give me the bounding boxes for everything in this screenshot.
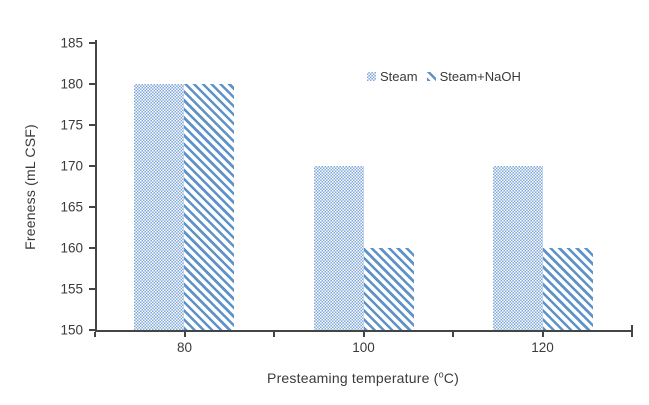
x-axis-title-text: Presteaming temperature ( (267, 370, 439, 386)
x-tick-1 (183, 332, 186, 337)
legend-item-steam: Steam (367, 69, 418, 84)
y-tick-150 (89, 329, 96, 331)
y-tick-label-150: 150 (60, 322, 83, 338)
x-axis-endcap (631, 325, 633, 332)
x-tick-0 (94, 332, 96, 337)
y-tick-label-160: 160 (60, 240, 83, 256)
x-tick-label-80: 80 (176, 340, 193, 355)
y-tick-label-170: 170 (60, 158, 83, 174)
y-tick-170 (89, 165, 96, 167)
y-tick-175 (89, 124, 96, 126)
y-tick-155 (89, 288, 96, 290)
y-tick-label-155: 155 (60, 281, 83, 297)
legend: Steam Steam+NaOH (367, 69, 521, 84)
legend-item-steam-naoh: Steam+NaOH (426, 69, 521, 84)
y-tick-label-165: 165 (60, 199, 83, 215)
y-tick-160 (89, 247, 96, 249)
y-axis-title: Freeness (mL CSF) (22, 124, 38, 250)
bar-steam-100 (313, 166, 364, 330)
bar-steam-naoh-100 (363, 248, 414, 330)
x-axis-title: Presteaming temperature (oC) (267, 370, 459, 386)
x-tick-6 (631, 332, 633, 337)
x-tick-label-120: 120 (531, 340, 554, 355)
bar-steam-80 (134, 84, 185, 330)
y-tick-180 (89, 83, 96, 85)
x-tick-4 (452, 332, 454, 337)
y-tick-185 (89, 42, 96, 44)
y-tick-label-185: 185 (60, 35, 83, 51)
plot-area: Steam Steam+NaOH 150 155 160 165 170 175 180 185… (60, 36, 633, 354)
x-axis-line (95, 330, 632, 332)
y-tick-165 (89, 206, 96, 208)
bar-steam-120 (492, 166, 543, 330)
y-tick-label-175: 175 (60, 117, 83, 133)
legend-swatch-steam-naoh-icon (426, 72, 436, 81)
y-axis-line (95, 40, 97, 332)
bar-steam-naoh-120 (542, 248, 593, 330)
bar-steam-naoh-80 (184, 84, 235, 330)
legend-label-steam: Steam (380, 69, 418, 84)
legend-label-steam-naoh: Steam+NaOH (439, 69, 521, 84)
legend-swatch-steam-icon (367, 72, 376, 81)
y-tick-label-180: 180 (60, 76, 83, 92)
x-tick-2 (273, 332, 275, 337)
x-tick-5 (541, 332, 544, 337)
x-axis-title-suffix: C) (443, 370, 459, 386)
x-tick-label-100: 100 (352, 340, 375, 355)
x-axis-title-sup: o (438, 369, 444, 380)
x-tick-3 (362, 332, 365, 337)
